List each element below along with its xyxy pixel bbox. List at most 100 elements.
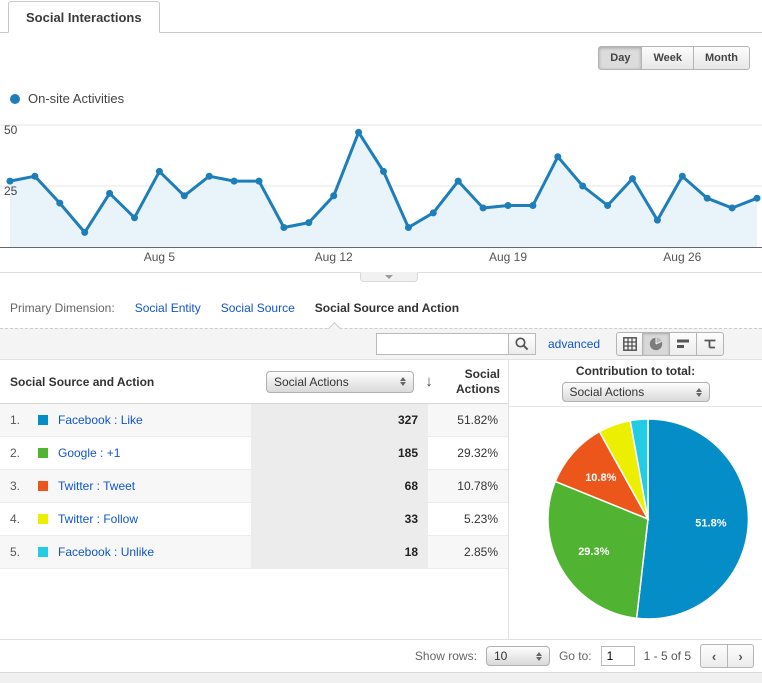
select-stepper-icon [400, 377, 406, 386]
data-point [529, 202, 537, 210]
row-value: 68 [251, 470, 428, 502]
legend-label: On-site Activities [28, 91, 125, 106]
advanced-search-link[interactable]: advanced [548, 337, 601, 351]
data-point [380, 167, 387, 175]
row-link[interactable]: Twitter : Follow [58, 512, 139, 526]
goto-label: Go to: [558, 649, 592, 663]
contribution-header: Contribution to total: Social Actions [509, 360, 762, 407]
pie-slice-label: 29.3% [578, 546, 609, 558]
dimension-social-source-and-action[interactable]: Social Source and Action [314, 301, 460, 315]
row-rank: 3. [10, 479, 21, 493]
table-row: 1. Facebook : Like 327 51.82% [0, 404, 508, 437]
show-rows-label: Show rows: [414, 649, 477, 663]
search-icon [515, 337, 529, 351]
row-range-text: 1 - 5 of 5 [643, 649, 691, 663]
row-rank: 5. [10, 545, 21, 559]
dimension-column-header: Social Source and Action [10, 374, 155, 389]
row-link[interactable]: Google : +1 [58, 446, 121, 460]
pager-buttons: ‹ › [700, 644, 754, 668]
table-header-row: Social Source and Action Social Actions … [0, 360, 508, 404]
next-page-button[interactable]: › [727, 644, 754, 668]
data-point [31, 172, 39, 180]
pie-chart-svg: 51.8% 29.3% 10.8% [546, 418, 749, 620]
data-point [479, 204, 487, 212]
tab-bar: Social Interactions [0, 0, 762, 33]
tab-social-interactions[interactable]: Social Interactions [8, 1, 160, 33]
data-table-pane: Social Source and Action Social Actions … [0, 360, 509, 639]
row-color-swatch-icon [38, 448, 48, 458]
table-row: 3. Twitter : Tweet 68 10.78% [0, 470, 508, 503]
x-axis-label: Aug 12 [315, 250, 353, 264]
select-stepper-icon [695, 387, 702, 397]
week-button[interactable]: Week [642, 46, 695, 70]
pie-slice [546, 480, 649, 620]
row-link[interactable]: Twitter : Tweet [58, 479, 136, 493]
report-body: Social Source and Action Social Actions … [0, 360, 762, 640]
data-point [703, 194, 711, 202]
data-point [205, 172, 213, 180]
sort-descending-icon[interactable]: ↓ [425, 373, 433, 390]
data-point [280, 223, 288, 231]
data-point [554, 153, 562, 161]
table-toolbar: advanced [0, 322, 762, 360]
dimension-social-source[interactable]: Social Source [220, 301, 295, 315]
timeline-area [10, 132, 757, 247]
data-point [56, 199, 64, 207]
pie-slice [635, 418, 749, 620]
data-point [180, 192, 188, 200]
data-point [404, 223, 412, 231]
metric-column-header[interactable]: Social Actions [455, 366, 500, 396]
dimension-social-entity[interactable]: Social Entity [134, 301, 201, 315]
data-point [106, 189, 114, 197]
contribution-pane: Contribution to total: Social Actions 51… [509, 360, 762, 639]
data-point [728, 204, 736, 212]
search-input[interactable] [376, 333, 508, 355]
goto-page-input[interactable] [600, 646, 635, 666]
performance-view-button[interactable] [670, 332, 698, 356]
contribution-metric-select[interactable]: Social Actions [561, 382, 710, 402]
row-rank: 2. [10, 446, 21, 460]
show-rows-select[interactable]: 10 [485, 646, 550, 666]
row-percent: 29.32% [457, 446, 498, 460]
row-color-swatch-icon [38, 547, 48, 557]
search-group [376, 333, 536, 355]
month-button[interactable]: Month [694, 46, 750, 70]
percentage-view-button[interactable] [643, 332, 671, 356]
select-stepper-icon [535, 651, 542, 661]
pivot-view-button[interactable] [697, 332, 725, 356]
row-percent: 5.23% [463, 512, 498, 526]
data-point [131, 214, 138, 222]
data-point [230, 177, 238, 185]
table-view-button[interactable] [616, 332, 644, 356]
pivot-view-icon [704, 339, 716, 349]
row-color-swatch-icon [38, 415, 48, 425]
row-color-swatch-icon [38, 514, 48, 524]
metric-select-value: Social Actions [274, 374, 349, 389]
row-link[interactable]: Facebook : Unlike [58, 545, 155, 559]
data-point [579, 182, 587, 190]
pie-slice [553, 430, 650, 521]
data-point [604, 202, 612, 210]
table-view-icon [622, 337, 637, 351]
row-percent: 10.78% [457, 479, 498, 493]
chevron-down-icon [385, 275, 393, 283]
chart-legend: On-site Activities [10, 91, 762, 106]
data-point [629, 175, 636, 183]
row-value: 33 [251, 503, 428, 535]
data-point [6, 177, 14, 185]
search-button[interactable] [508, 333, 536, 355]
table-row: 2. Google : +1 185 29.32% [0, 437, 508, 470]
legend-dot-icon [10, 93, 20, 104]
pie-slice [628, 418, 649, 520]
day-button[interactable]: Day [598, 46, 643, 70]
metric-select[interactable]: Social Actions [266, 370, 414, 393]
data-point [330, 192, 338, 200]
footer-strip [0, 672, 762, 683]
tab-label: Social Interactions [26, 10, 142, 25]
pie-chart: 51.8% 29.3% 10.8% [509, 407, 762, 639]
chart-collapse-button[interactable] [360, 272, 418, 282]
row-link[interactable]: Facebook : Like [58, 413, 143, 427]
prev-page-button[interactable]: ‹ [700, 644, 727, 668]
row-percent: 51.82% [457, 413, 498, 427]
data-point [678, 172, 686, 180]
